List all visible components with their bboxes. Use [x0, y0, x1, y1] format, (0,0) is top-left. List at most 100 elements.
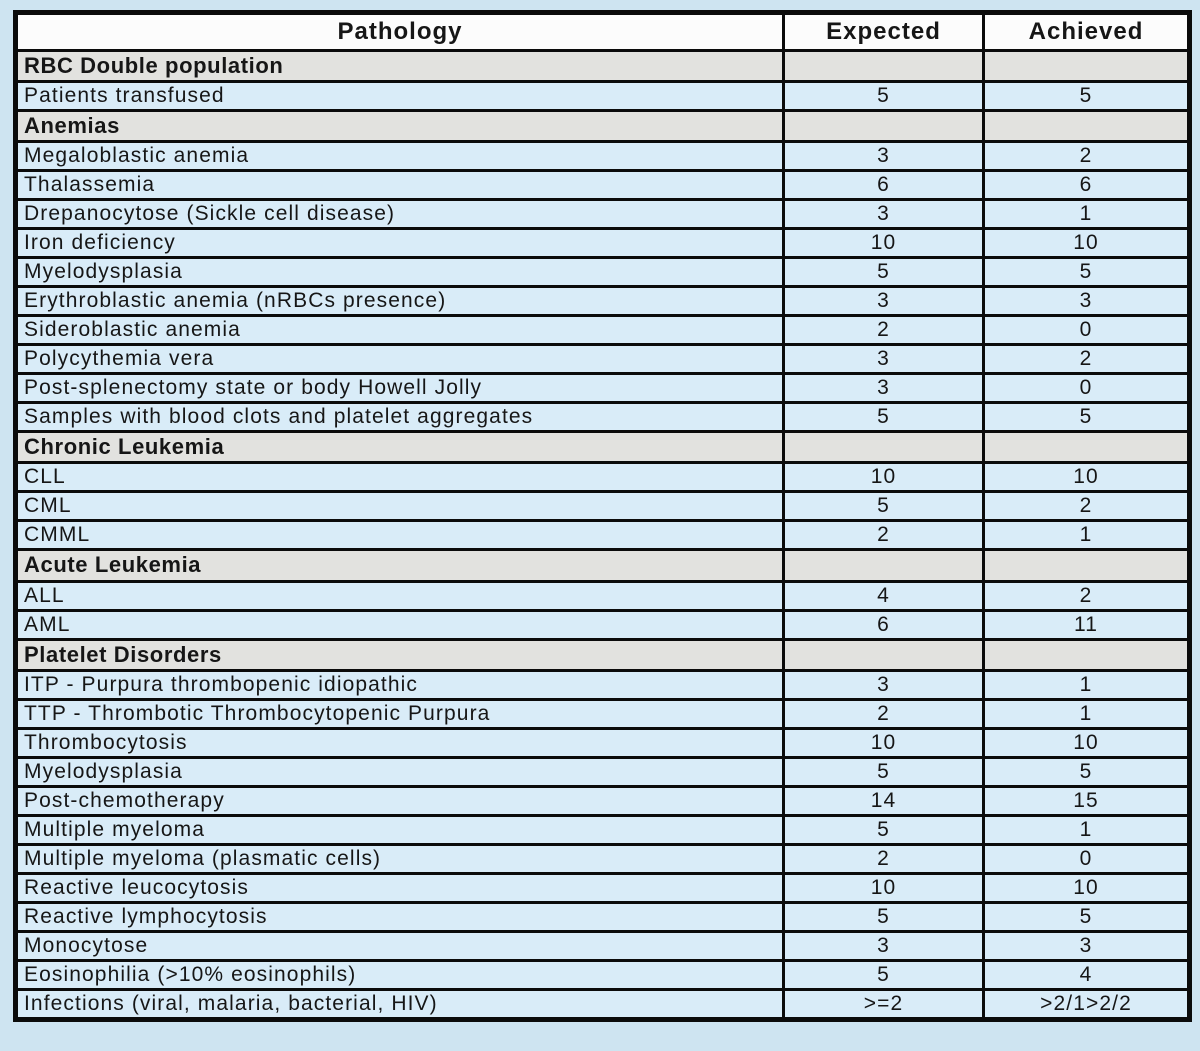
pathology-label: Drepanocytose (Sickle cell disease): [14, 198, 785, 231]
expected-value: 5: [782, 80, 985, 113]
achieved-value: 2: [982, 140, 1191, 173]
table-row: TTP - Thrombotic Thrombocytopenic Purpur…: [14, 697, 1191, 730]
pathology-label: Myelodysplasia: [14, 256, 785, 289]
expected-value: 3: [782, 372, 985, 405]
table-row: Multiple myeloma 5 1: [14, 813, 1191, 846]
table-row: Thrombocytosis 10 10: [14, 726, 1191, 759]
expected-value: 2: [782, 697, 985, 730]
expected-value: 10: [782, 461, 985, 494]
section-label: Acute Leukemia: [14, 548, 785, 583]
pathology-label: ALL: [14, 579, 785, 612]
achieved-value: 6: [982, 169, 1191, 202]
table-row: Reactive leucocytosis 10 10: [14, 871, 1191, 904]
table-row: Myelodysplasia 5 5: [14, 256, 1191, 289]
achieved-value: 2: [982, 343, 1191, 376]
section-row: Chronic Leukemia: [14, 430, 1191, 465]
expected-value: 3: [782, 668, 985, 701]
pathology-results-table: Pathology Expected Achieved RBC Double p…: [13, 10, 1192, 1022]
table-row: Polycythemia vera 3 2: [14, 343, 1191, 376]
expected-value: 5: [782, 900, 985, 933]
table-row: Drepanocytose (Sickle cell disease) 3 1: [14, 198, 1191, 231]
pathology-label: Reactive leucocytosis: [14, 871, 785, 904]
pathology-label: Polycythemia vera: [14, 343, 785, 376]
achieved-value: 1: [982, 813, 1191, 846]
table-row: Iron deficiency 10 10: [14, 227, 1191, 260]
table-row: Post-splenectomy state or body Howell Jo…: [14, 372, 1191, 405]
expected-value: 2: [782, 314, 985, 347]
expected-value: 5: [782, 958, 985, 991]
achieved-value: 10: [982, 227, 1191, 260]
table-row: Myelodysplasia 5 5: [14, 755, 1191, 788]
expected-value: 10: [782, 871, 985, 904]
achieved-value: 10: [982, 461, 1191, 494]
table-row: Samples with blood clots and platelet ag…: [14, 401, 1191, 434]
achieved-value: >2/1>2/2: [982, 987, 1191, 1022]
pathology-label: CMML: [14, 519, 785, 552]
table-header: Pathology Expected Achieved: [14, 11, 1191, 52]
pathology-label: ITP - Purpura thrombopenic idiopathic: [14, 668, 785, 701]
table-row: Infections (viral, malaria, bacterial, H…: [14, 987, 1191, 1022]
pathology-label: Reactive lymphocytosis: [14, 900, 785, 933]
achieved-value: 5: [982, 900, 1191, 933]
section-row: Acute Leukemia: [14, 548, 1191, 583]
expected-value: 3: [782, 140, 985, 173]
pathology-label: Thalassemia: [14, 169, 785, 202]
achieved-value: 1: [982, 198, 1191, 231]
pathology-label: Infections (viral, malaria, bacterial, H…: [14, 987, 785, 1022]
achieved-value: 15: [982, 784, 1191, 817]
section-label: RBC Double population: [14, 48, 785, 84]
expected-value: >=2: [782, 987, 985, 1022]
col-header-pathology: Pathology: [14, 11, 785, 52]
pathology-label: Sideroblastic anemia: [14, 314, 785, 347]
expected-value: [782, 48, 985, 84]
table-body: RBC Double population Patients transfused…: [14, 48, 1191, 1022]
table-row: Post-chemotherapy 14 15: [14, 784, 1191, 817]
pathology-label: Patients transfused: [14, 80, 785, 113]
pathology-label: TTP - Thrombotic Thrombocytopenic Purpur…: [14, 697, 785, 730]
expected-value: 3: [782, 285, 985, 318]
table-row: Monocytose 3 3: [14, 929, 1191, 962]
achieved-value: 11: [982, 608, 1191, 641]
section-label: Anemias: [14, 109, 785, 144]
expected-value: 10: [782, 227, 985, 260]
table-row: CLL 10 10: [14, 461, 1191, 494]
expected-value: 5: [782, 256, 985, 289]
expected-value: [782, 548, 985, 583]
expected-value: 2: [782, 842, 985, 875]
table-row: Erythroblastic anemia (nRBCs presence) 3 3: [14, 285, 1191, 318]
expected-value: [782, 637, 985, 672]
achieved-value: 5: [982, 256, 1191, 289]
pathology-label: Post-splenectomy state or body Howell Jo…: [14, 372, 785, 405]
pathology-label: Multiple myeloma (plasmatic cells): [14, 842, 785, 875]
achieved-value: 1: [982, 519, 1191, 552]
achieved-value: 1: [982, 697, 1191, 730]
section-row: RBC Double population: [14, 48, 1191, 84]
table-row: CMML 2 1: [14, 519, 1191, 552]
achieved-value: 2: [982, 490, 1191, 523]
expected-value: 14: [782, 784, 985, 817]
achieved-value: [982, 48, 1191, 84]
expected-value: 4: [782, 579, 985, 612]
table-row: Megaloblastic anemia 3 2: [14, 140, 1191, 173]
expected-value: 3: [782, 929, 985, 962]
achieved-value: [982, 109, 1191, 144]
expected-value: 3: [782, 198, 985, 231]
expected-value: 5: [782, 490, 985, 523]
achieved-value: 3: [982, 929, 1191, 962]
col-header-expected: Expected: [782, 11, 985, 52]
achieved-value: 3: [982, 285, 1191, 318]
table-row: Multiple myeloma (plasmatic cells) 2 0: [14, 842, 1191, 875]
col-header-achieved: Achieved: [982, 11, 1191, 52]
pathology-label: Megaloblastic anemia: [14, 140, 785, 173]
pathology-label: Erythroblastic anemia (nRBCs presence): [14, 285, 785, 318]
table-row: ITP - Purpura thrombopenic idiopathic 3 1: [14, 668, 1191, 701]
achieved-value: 0: [982, 314, 1191, 347]
expected-value: 5: [782, 401, 985, 434]
expected-value: 10: [782, 726, 985, 759]
achieved-value: 4: [982, 958, 1191, 991]
achieved-value: 1: [982, 668, 1191, 701]
table-row: Patients transfused 5 5: [14, 80, 1191, 113]
section-row: Anemias: [14, 109, 1191, 144]
section-row: Platelet Disorders: [14, 637, 1191, 672]
